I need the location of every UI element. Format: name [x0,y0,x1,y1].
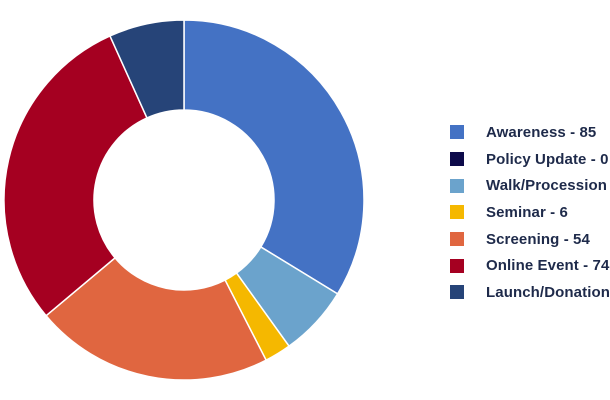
legend-swatch [450,178,464,193]
legend-label: Awareness - 85 [486,123,597,141]
legend-item-policy-update[interactable]: Policy Update - 0 [450,146,610,173]
legend-label: Seminar - 6 [486,203,568,221]
slice-awareness[interactable] [183,19,365,295]
legend-label: Walk/Procession - 16 [486,177,610,195]
legend-swatch [450,152,464,167]
legend-label: Launch/Donation - 17 [486,283,610,301]
legend-item-awareness[interactable]: Awareness - 85 [450,119,610,146]
slice-launch-donation[interactable] [108,19,185,119]
slice-screening[interactable] [45,256,268,381]
legend-swatch [450,205,464,220]
legend-swatch [450,258,464,273]
legend-label: Screening - 54 [486,230,590,248]
legend-item-walk-procession[interactable]: Walk/Procession - 16 [450,172,610,199]
legend-label: Policy Update - 0 [486,150,609,168]
legend-swatch [450,125,464,140]
legend-swatch [450,285,464,300]
donut-slices [3,19,365,381]
legend-item-launch-donation[interactable]: Launch/Donation - 17 [450,279,610,306]
legend-swatch [450,232,464,247]
legend-item-seminar[interactable]: Seminar - 6 [450,199,610,226]
legend-item-online-event[interactable]: Online Event - 74 [450,252,610,279]
legend-item-screening[interactable]: Screening - 54 [450,226,610,253]
legend-label: Online Event - 74 [486,257,610,275]
legend: Awareness - 85 Policy Update - 0 Walk/Proc… [450,119,610,306]
slice-online-event[interactable] [3,34,148,317]
